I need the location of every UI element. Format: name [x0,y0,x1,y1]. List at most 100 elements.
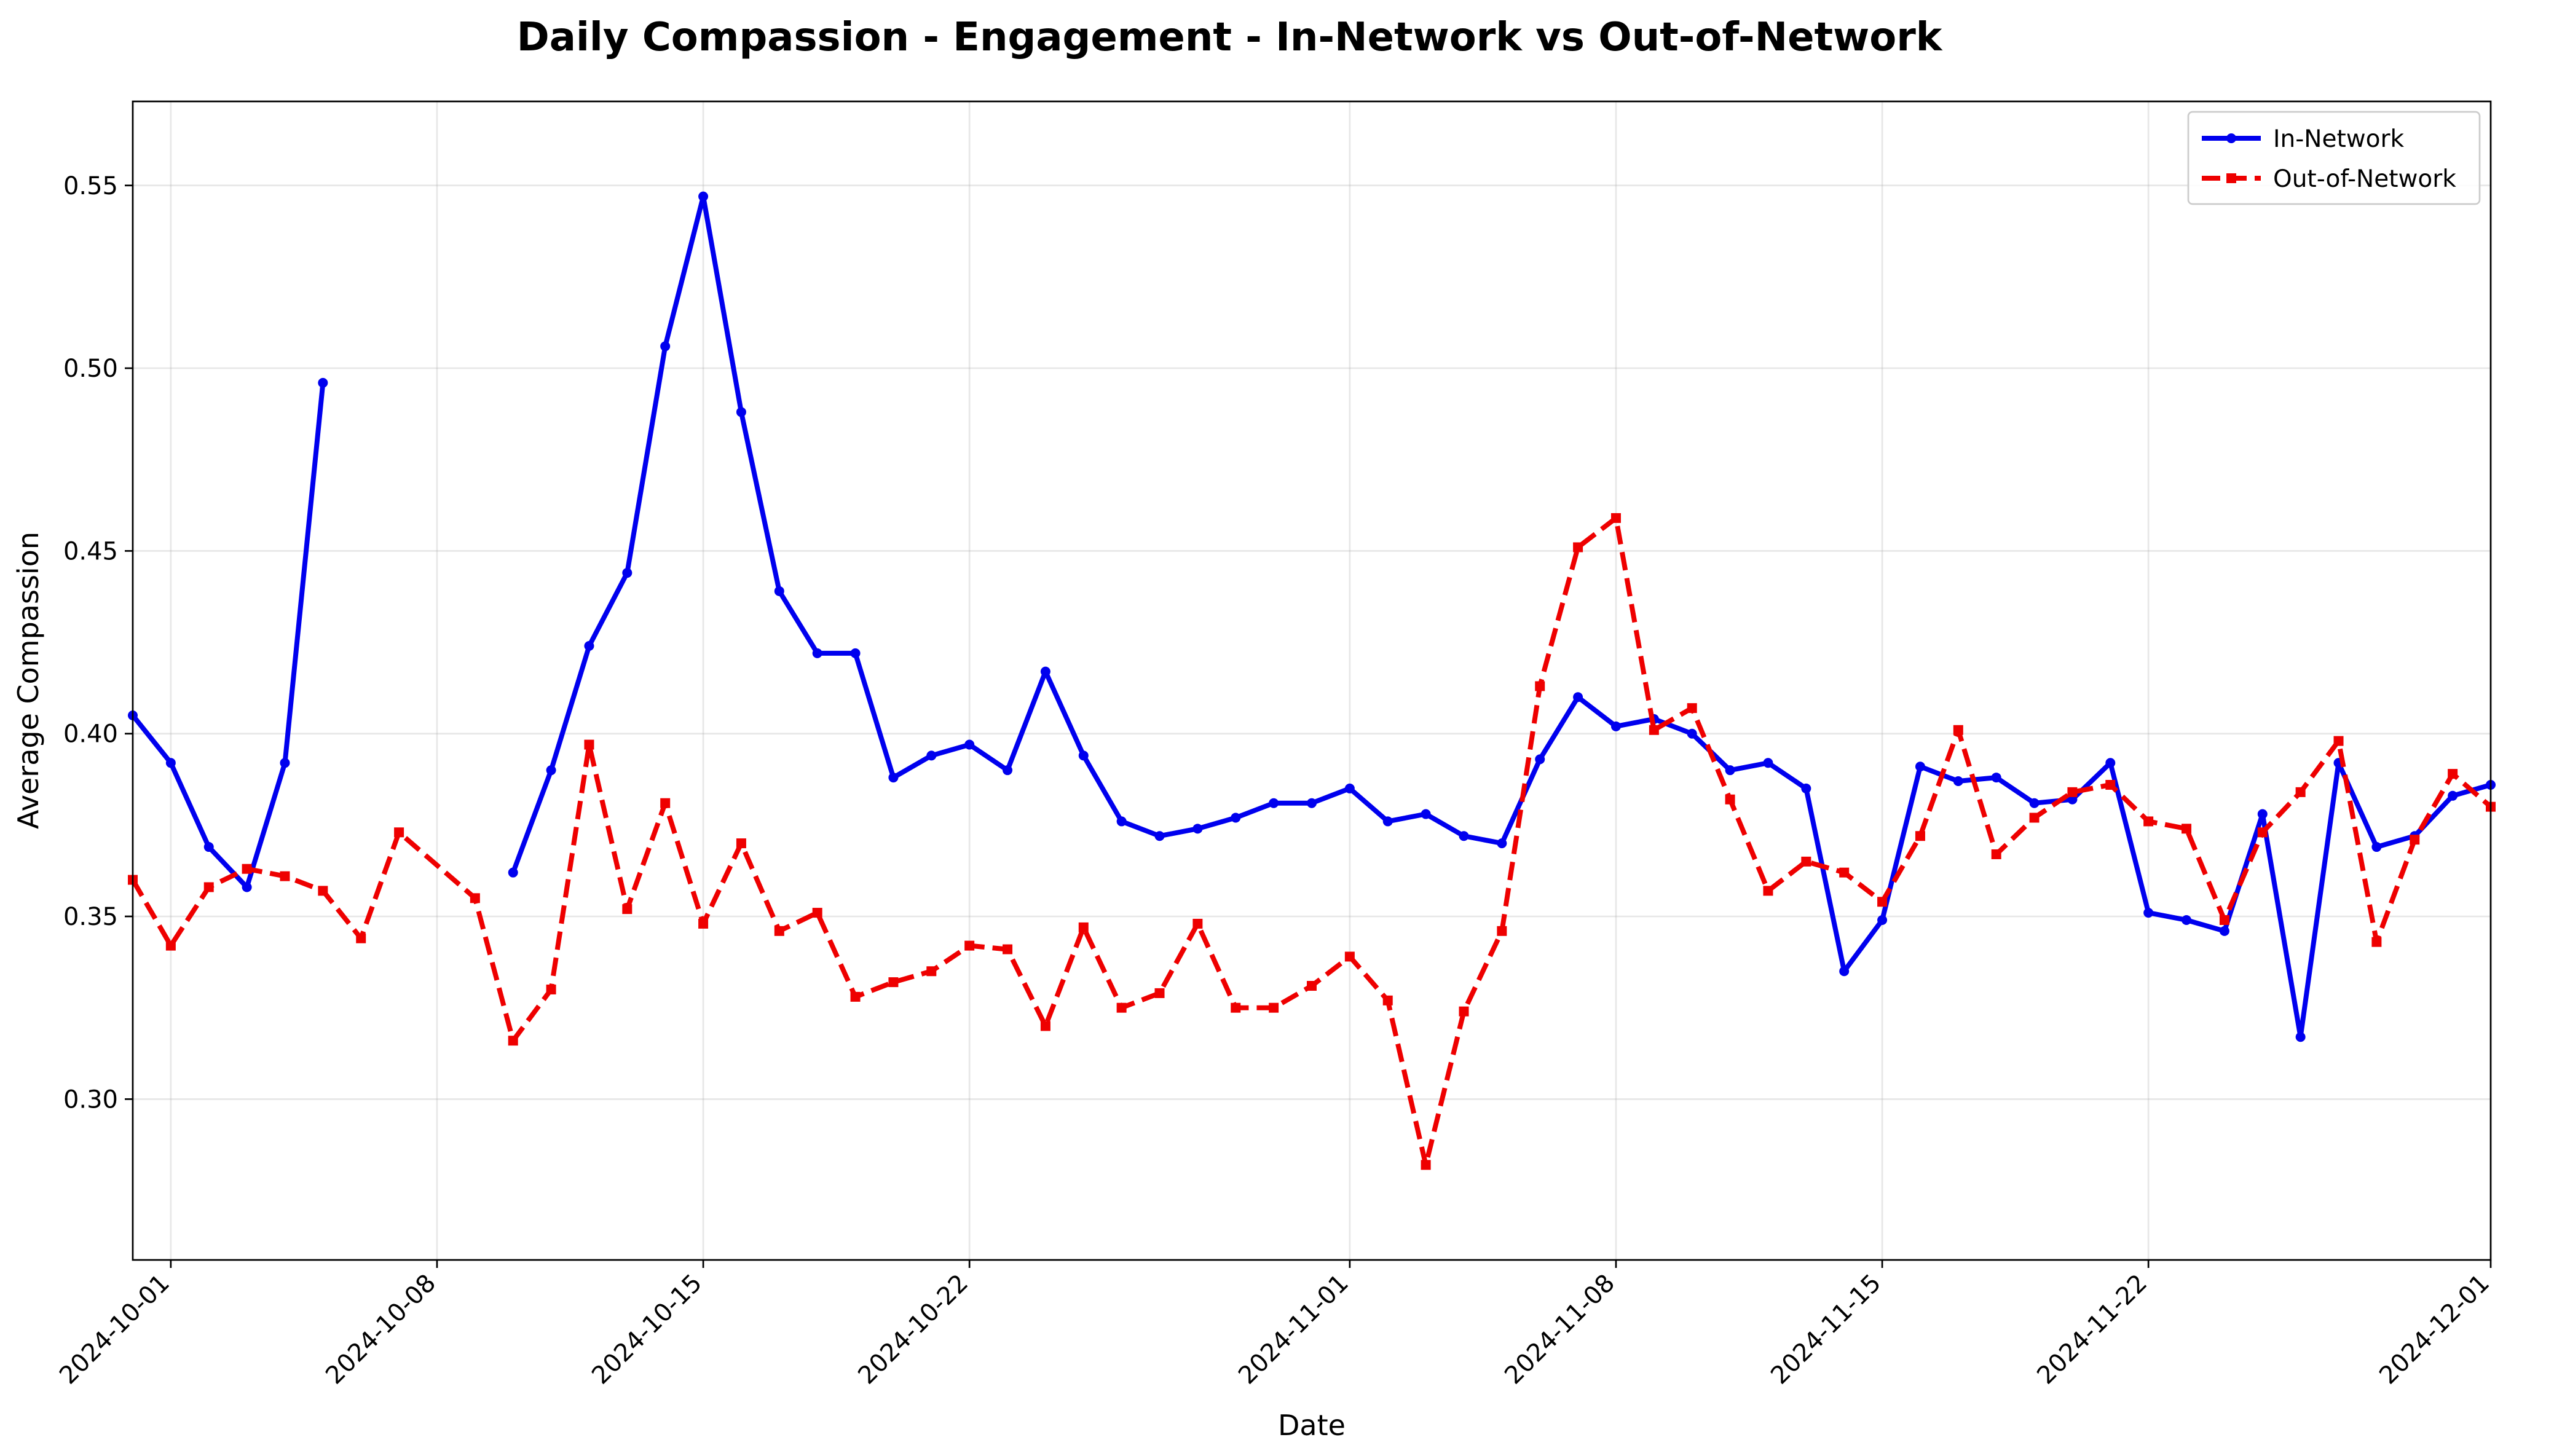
data-point [242,882,252,892]
data-point [1269,1002,1279,1013]
data-point [1459,831,1469,841]
data-point [888,977,899,988]
legend-marker [2226,173,2236,183]
data-point [1915,761,1925,772]
data-point [203,882,214,892]
data-point [1763,758,1773,768]
data-point [1003,944,1013,954]
data-point [964,739,975,750]
data-point [165,940,176,951]
series-layer [128,191,2496,1170]
data-point [1078,922,1089,932]
legend-marker [2226,133,2236,143]
data-point [1687,728,1697,739]
data-point [698,918,709,929]
data-point [2257,809,2268,819]
x-tick-label: 2024-10-15 [586,1269,708,1390]
x-tick-label: 2024-10-08 [320,1269,441,1390]
data-point [736,407,746,417]
data-point [1801,856,1811,867]
data-point [1192,918,1203,929]
data-point [165,758,176,768]
x-tick-label: 2024-10-22 [853,1269,974,1390]
data-point [280,871,290,881]
series-in-network [128,191,2496,1042]
data-point [850,991,861,1002]
y-tick-label: 0.40 [63,720,118,749]
data-point [1839,867,1850,878]
x-tick-label: 2024-11-01 [1233,1269,1354,1390]
data-point [1382,995,1393,1005]
x-axis: 2024-10-01 2024-10-08 2024-10-15 2024-10-22… [54,1260,2495,1390]
data-point [2182,915,2192,925]
data-point [1991,849,2001,859]
data-point [622,568,633,578]
data-point [584,641,594,651]
data-point [2371,842,2382,852]
series-line [130,382,326,890]
legend: In-Network Out-of-Network [2187,111,2481,205]
data-point [1040,1021,1050,1031]
data-point [1573,542,1583,553]
data-point [1307,981,1317,991]
data-point [1839,966,1850,977]
x-axis-label: Date [1278,1409,1346,1442]
data-point [203,842,214,852]
data-point [546,984,556,994]
data-point [2105,758,2116,768]
data-point [2219,926,2229,936]
x-tick-label: 2024-11-15 [1765,1269,1886,1390]
grid [133,101,2492,1260]
data-point [1116,1002,1127,1013]
data-point [1953,776,1963,787]
data-point [1610,721,1621,731]
legend-label: In-Network [2273,125,2405,153]
data-point [926,750,937,761]
data-point [1877,915,1888,925]
y-tick-label: 0.45 [63,537,118,565]
data-point [2257,827,2268,838]
data-point [318,377,328,388]
data-point [1382,816,1393,827]
x-tick-label: 2024-11-08 [1499,1269,1620,1390]
data-point [1231,813,1241,823]
data-point [1497,926,1507,936]
data-point [660,798,671,808]
data-point [1154,988,1165,998]
data-point [2448,769,2458,779]
data-point [1307,798,1317,808]
data-point [1344,783,1355,793]
data-point [508,1036,518,1046]
data-point [546,765,556,776]
y-axis-label: Average Compassion [12,532,45,829]
series-out-of-network [128,513,2496,1170]
data-point [2371,937,2382,947]
data-point [698,191,709,202]
data-point [2067,787,2078,797]
data-point [1154,831,1165,841]
data-point [660,341,671,352]
data-point [2295,1032,2306,1042]
data-point [1269,798,1279,808]
y-tick-label: 0.55 [63,172,118,200]
x-tick-label: 2024-11-22 [2032,1269,2153,1390]
data-point [622,904,633,915]
data-point [1877,897,1888,907]
data-point [2182,824,2192,834]
data-point [1192,824,1203,834]
data-point [394,827,404,838]
data-point [1763,886,1773,896]
data-point [280,758,290,768]
data-point [850,648,861,658]
legend-frame [2187,111,2481,205]
data-point [1003,765,1013,776]
data-point [926,966,937,977]
legend-item: Out-of-Network [2202,165,2456,193]
data-point [2333,736,2344,746]
data-point [1231,1002,1241,1013]
series-line [130,515,2493,1168]
data-point [584,739,594,750]
y-axis: 0.30 0.35 0.40 0.45 0.50 0.55 [63,172,133,1114]
data-point [1687,703,1697,714]
data-point [1040,666,1050,677]
